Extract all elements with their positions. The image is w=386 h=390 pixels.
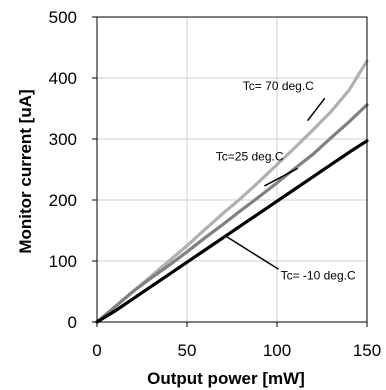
y-tick-label: 100 [49, 252, 77, 271]
series-line-2 [95, 139, 369, 324]
y-tick-label: 500 [49, 8, 77, 27]
y-tick-label: 300 [49, 130, 77, 149]
series-annotation-label: Tc= -10 deg.C [281, 268, 356, 282]
x-tick-label: 50 [178, 341, 197, 360]
series-line-1 [95, 103, 369, 324]
series-lines [95, 59, 369, 324]
y-axis-title: Monitor current [uA] [16, 89, 35, 253]
x-axis-title: Output power [mW] [147, 369, 305, 388]
series-annotation-label: Tc= 70 deg.C [243, 79, 314, 93]
annotations: Tc= 70 deg.C Tc=25 deg.C Tc= -10 deg.C [216, 79, 356, 282]
annotation-leader-line [307, 97, 326, 122]
series-line-0 [95, 59, 369, 324]
x-tick-label: 150 [353, 341, 381, 360]
x-tick-label: 100 [263, 341, 291, 360]
annotation-leader-line [226, 235, 279, 270]
y-tick-label: 400 [49, 69, 77, 88]
x-tick-label: 0 [92, 341, 101, 360]
annotation-leader-line [264, 167, 299, 187]
y-tick-label: 200 [49, 191, 77, 210]
tick-labels: 0 50 100 150 0 100 200 300 400 500 [49, 8, 382, 360]
plot-frame [96, 16, 368, 323]
series-annotation-label: Tc=25 deg.C [216, 149, 284, 163]
y-tick-label: 0 [68, 313, 77, 332]
